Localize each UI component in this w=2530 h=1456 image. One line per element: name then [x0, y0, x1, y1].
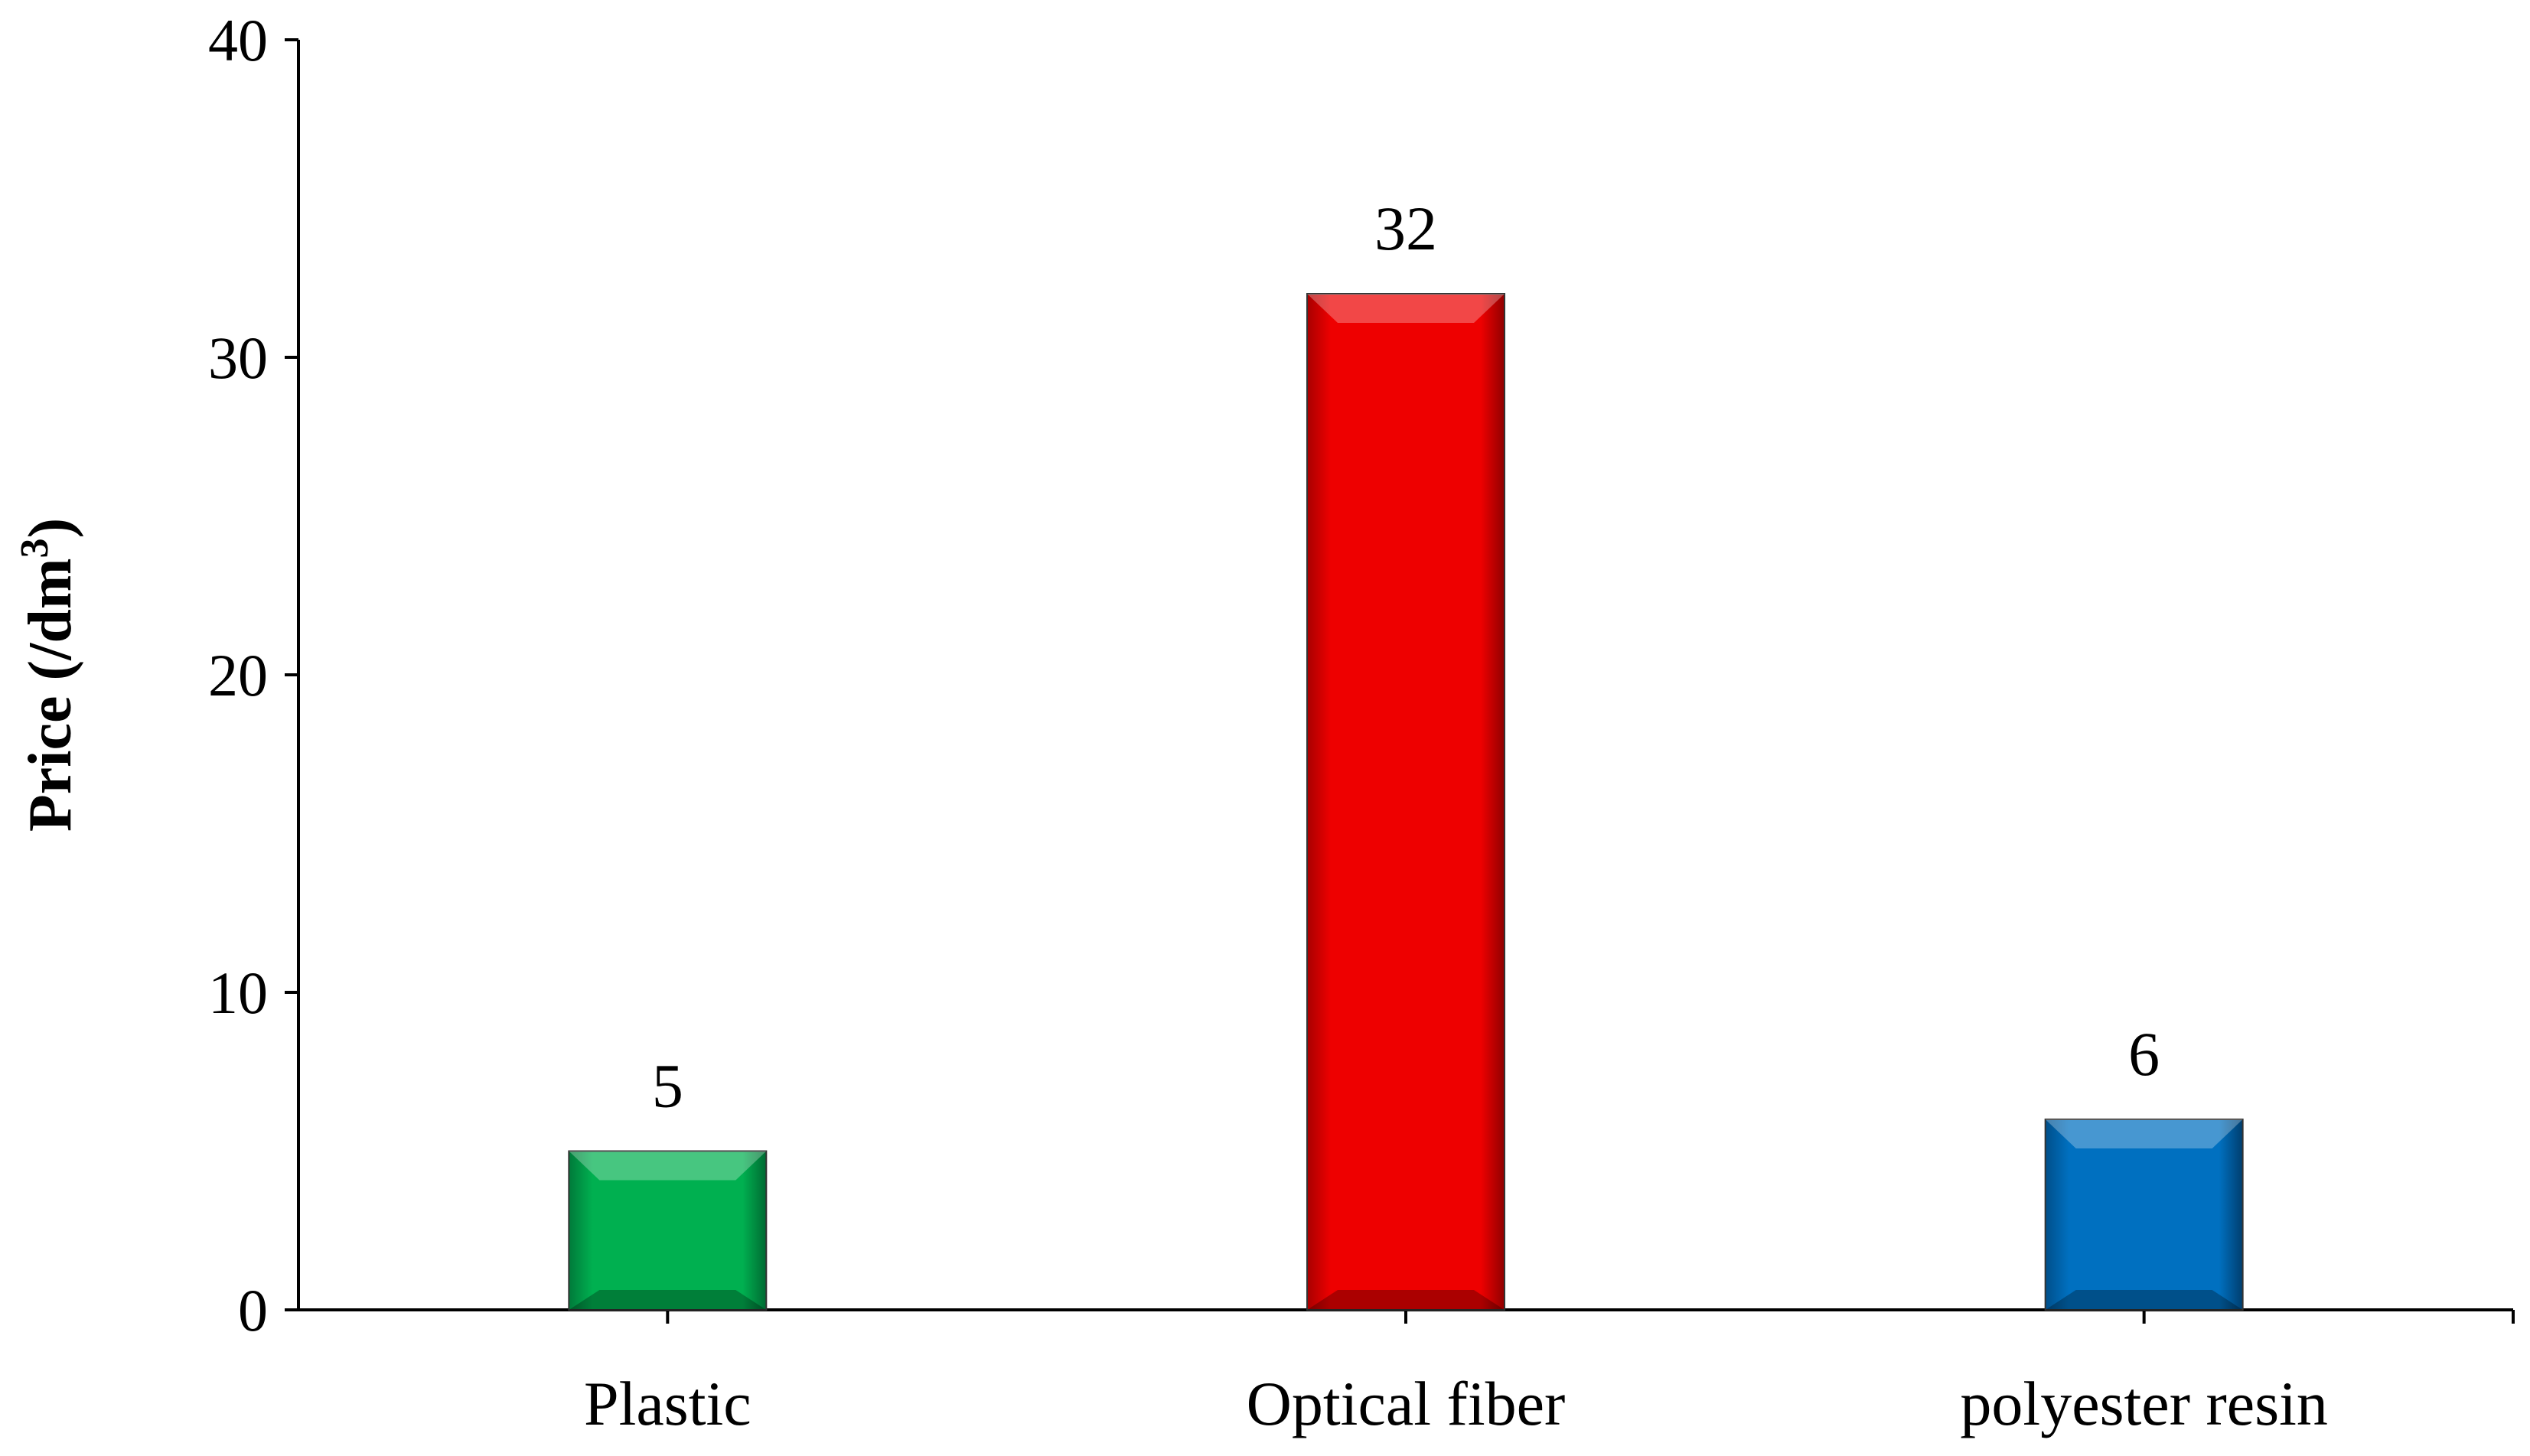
- bar-body: [2044, 1119, 2244, 1311]
- y-axis-title-close: ): [17, 518, 84, 539]
- data-labels: 5 32 6: [652, 194, 2160, 1121]
- y-tick-label: 20: [208, 642, 268, 708]
- bar-bevel-top: [2045, 1119, 2243, 1148]
- bar-bevel-top: [569, 1151, 767, 1181]
- bar-body: [1306, 293, 1505, 1311]
- category-label: Optical fiber: [1247, 1369, 1566, 1438]
- y-tick-label: 0: [238, 1277, 268, 1344]
- y-tick-label: 10: [208, 959, 268, 1026]
- y-axis-title-superscript: 3: [13, 539, 57, 559]
- data-label: 32: [1374, 194, 1437, 263]
- data-label: 5: [652, 1051, 683, 1121]
- bar-bevel-bottom: [2045, 1290, 2243, 1310]
- bar-bevel-bottom: [569, 1290, 767, 1310]
- bars: [568, 293, 2244, 1311]
- bar-optical-fiber: [1306, 293, 1505, 1311]
- y-tick-label: 30: [208, 324, 268, 391]
- y-axis-ticks: 0 10 20 30 40: [208, 7, 298, 1344]
- bar-plastic: [568, 1150, 768, 1311]
- bar-bevel-top: [1307, 294, 1505, 323]
- y-axis-title: Price (/dm3): [13, 518, 84, 832]
- category-labels: Plastic Optical fiber polyester resin: [584, 1369, 2328, 1438]
- bar-polyester-resin: [2044, 1119, 2244, 1311]
- category-label: Plastic: [584, 1369, 752, 1438]
- x-axis-ticks: [666, 1310, 2515, 1324]
- bar-body: [568, 1150, 768, 1311]
- y-tick-label: 40: [208, 7, 268, 73]
- category-label: polyester resin: [1960, 1369, 2327, 1438]
- data-label: 6: [2128, 1019, 2160, 1089]
- bar-bevel-bottom: [1307, 1290, 1505, 1310]
